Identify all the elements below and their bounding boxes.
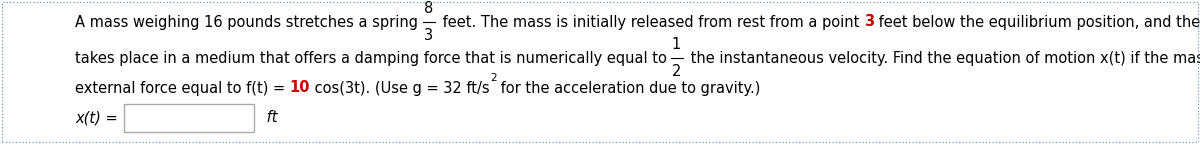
Text: takes place in a medium that offers a damping force that is numerically equal to: takes place in a medium that offers a da… [74,51,672,66]
Text: 1: 1 [672,37,682,52]
Text: external force equal to f(t) =: external force equal to f(t) = [74,80,289,95]
Text: 10: 10 [289,80,311,95]
Text: 2: 2 [490,73,497,83]
Text: for the acceleration due to gravity.): for the acceleration due to gravity.) [497,80,761,95]
Text: ft: ft [263,110,278,126]
Text: 3: 3 [864,15,874,30]
Text: feet. The mass is initially released from rest from a point: feet. The mass is initially released fro… [438,15,864,30]
Bar [125,104,254,132]
Text: cos(3t). (Use g = 32 ft/s: cos(3t). (Use g = 32 ft/s [311,80,490,95]
Text: 8: 8 [424,1,433,16]
Text: feet below the equilibrium position, and the subsequent motion: feet below the equilibrium position, and… [874,15,1200,30]
Text: the instantaneous velocity. Find the equation of motion x(t) if the mass is driv: the instantaneous velocity. Find the equ… [685,51,1200,66]
Text: x(t) =: x(t) = [74,110,122,126]
Text: 2: 2 [672,64,682,79]
Text: 3: 3 [424,28,433,43]
Text: A mass weighing 16 pounds stretches a spring: A mass weighing 16 pounds stretches a sp… [74,15,422,30]
